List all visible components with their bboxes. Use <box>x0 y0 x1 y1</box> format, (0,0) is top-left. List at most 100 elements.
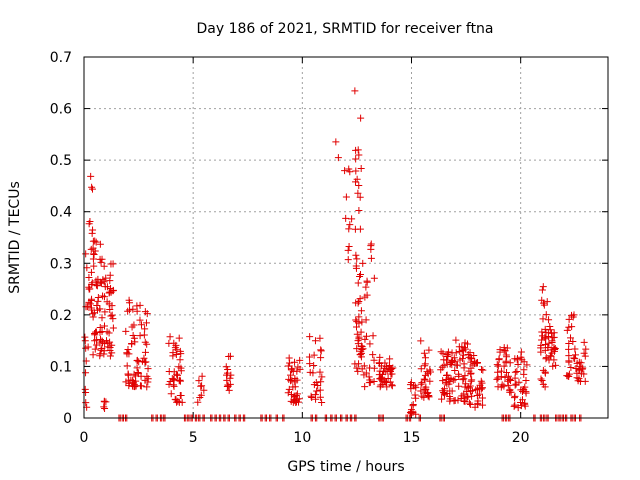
data-point <box>97 346 105 354</box>
data-point <box>453 361 461 369</box>
data-point <box>140 331 148 339</box>
data-point <box>356 193 364 201</box>
data-point <box>439 377 447 385</box>
data-point <box>581 352 589 360</box>
data-point <box>461 372 469 380</box>
data-point <box>178 398 186 406</box>
data-point <box>361 383 369 391</box>
x-tick-label: 10 <box>293 430 311 446</box>
data-point <box>522 377 530 385</box>
data-point <box>464 350 472 358</box>
data-point <box>107 285 115 293</box>
data-point <box>82 388 90 396</box>
data-point <box>370 356 378 364</box>
data-point <box>360 371 368 379</box>
data-point <box>359 345 367 353</box>
data-point <box>344 256 352 264</box>
data-point <box>357 307 365 315</box>
data-point <box>223 371 231 379</box>
data-point <box>317 378 325 386</box>
data-point <box>354 337 362 345</box>
data-point <box>131 382 139 390</box>
data-point <box>341 167 349 175</box>
data-point <box>294 363 302 371</box>
data-point <box>354 189 362 197</box>
data-point <box>87 245 95 253</box>
data-point <box>345 242 353 250</box>
data-point <box>345 225 353 233</box>
data-point <box>93 282 101 290</box>
data-point <box>99 276 107 284</box>
data-point <box>564 372 572 380</box>
data-point <box>441 391 449 399</box>
data-point <box>291 378 299 386</box>
data-point <box>106 338 114 346</box>
data-point <box>91 345 99 353</box>
data-point <box>468 392 476 400</box>
y-axis-label: SRMTID / TECUs <box>7 181 23 294</box>
data-point <box>460 375 468 383</box>
data-point <box>355 333 363 341</box>
data-point <box>285 385 293 393</box>
data-point <box>353 364 361 372</box>
data-point <box>501 373 509 381</box>
data-point <box>476 381 484 389</box>
data-point <box>92 238 100 246</box>
data-point <box>138 357 146 365</box>
data-point <box>421 371 429 379</box>
plot-frame <box>83 56 609 419</box>
data-point <box>439 349 447 357</box>
data-point <box>548 329 556 337</box>
data-point <box>175 334 183 342</box>
data-point <box>446 395 454 403</box>
data-point <box>474 397 482 405</box>
data-point <box>425 346 433 354</box>
data-point <box>520 366 528 374</box>
data-point <box>552 361 560 369</box>
data-point <box>104 343 112 351</box>
data-point <box>144 365 152 373</box>
data-point <box>142 319 150 327</box>
data-point <box>316 386 324 394</box>
data-point <box>317 354 325 362</box>
data-point <box>504 381 512 389</box>
data-point <box>386 361 394 369</box>
data-point <box>454 396 462 404</box>
x-axis-label: GPS time / hours <box>287 459 404 475</box>
data-point <box>169 349 177 357</box>
data-point <box>310 362 318 370</box>
data-point <box>170 382 178 390</box>
data-point <box>166 377 174 385</box>
data-point <box>355 298 363 306</box>
data-point <box>140 354 148 362</box>
data-point <box>496 348 504 356</box>
data-point <box>538 377 546 385</box>
data-point <box>89 185 97 193</box>
data-point <box>105 329 113 337</box>
data-point <box>357 328 365 336</box>
data-point <box>85 285 93 293</box>
data-point <box>130 370 138 378</box>
data-point <box>367 245 375 253</box>
data-point <box>359 259 367 267</box>
data-point <box>500 382 508 390</box>
data-point <box>310 351 318 359</box>
data-point <box>130 321 138 329</box>
data-point <box>506 386 514 394</box>
data-point <box>521 402 529 410</box>
data-point <box>503 344 511 352</box>
data-point <box>406 381 414 389</box>
data-point <box>100 403 108 411</box>
data-point <box>170 339 178 347</box>
data-point <box>197 391 205 399</box>
data-point <box>513 367 521 375</box>
data-point <box>87 297 95 305</box>
data-point <box>450 354 458 362</box>
data-point <box>289 383 297 391</box>
data-point <box>200 386 208 394</box>
data-point <box>503 368 511 376</box>
data-point <box>91 331 99 339</box>
data-point <box>494 383 502 391</box>
data-point <box>352 323 360 331</box>
data-point <box>287 371 295 379</box>
